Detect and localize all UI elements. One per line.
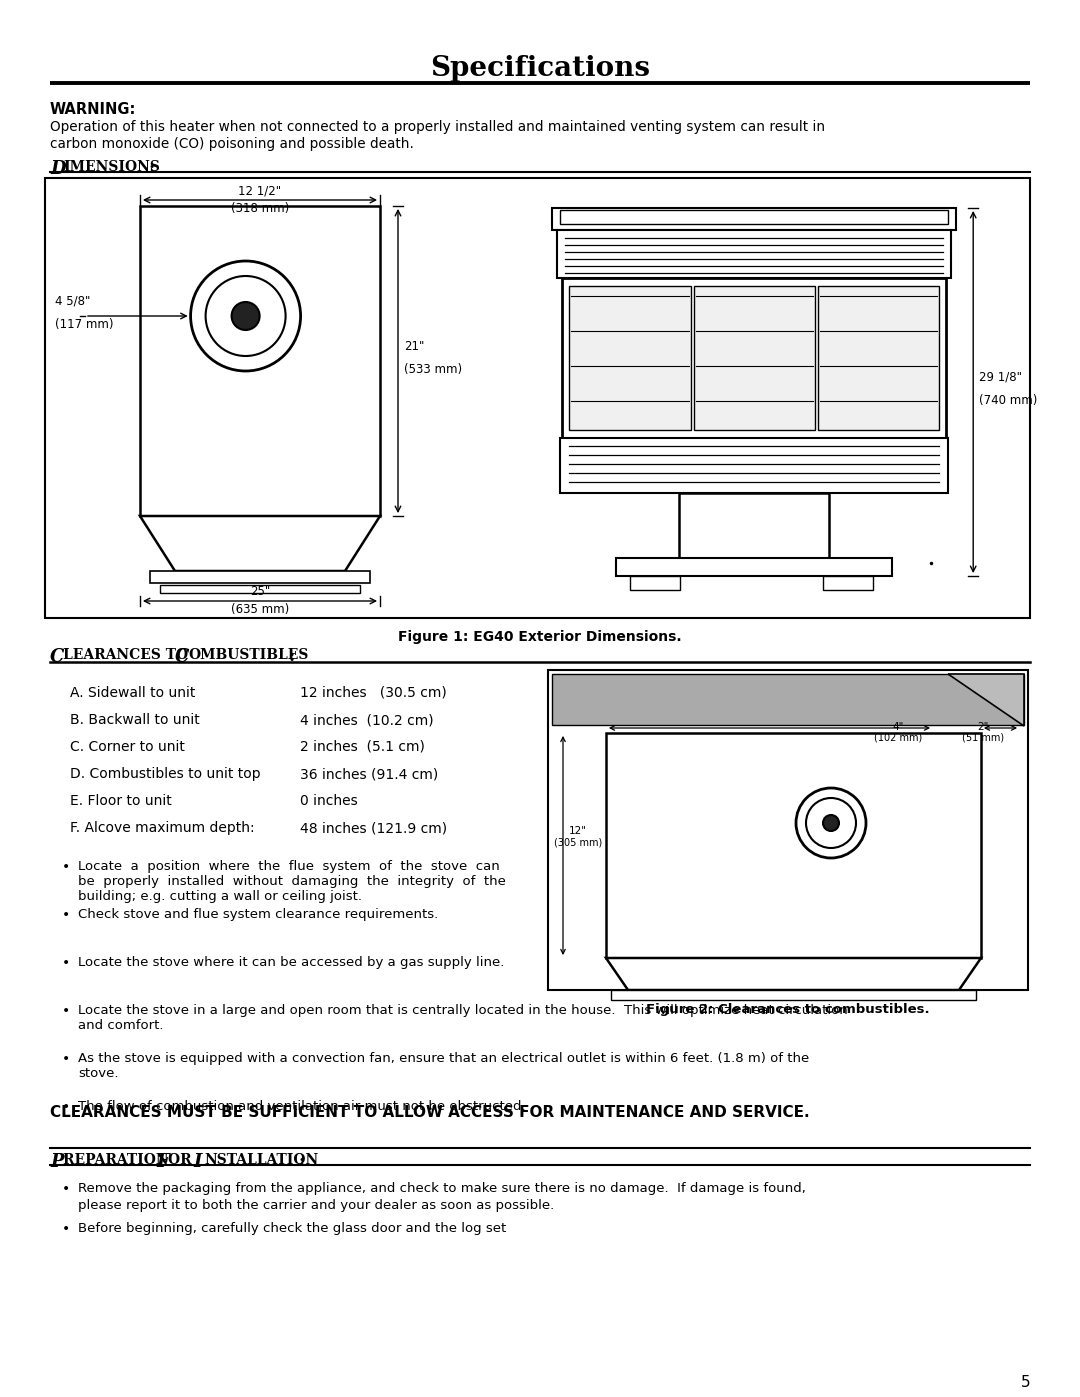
Bar bbox=[561, 439, 948, 493]
Bar bbox=[561, 210, 948, 224]
Text: 36 inches (91.4 cm): 36 inches (91.4 cm) bbox=[300, 767, 438, 781]
Text: F: F bbox=[156, 1153, 168, 1171]
Text: (635 mm): (635 mm) bbox=[231, 604, 289, 616]
Text: C: C bbox=[175, 648, 189, 666]
Bar bbox=[160, 585, 360, 592]
Polygon shape bbox=[948, 673, 1024, 726]
Text: (318 mm): (318 mm) bbox=[231, 203, 289, 215]
Text: WARNING:: WARNING: bbox=[50, 102, 136, 117]
Text: B. Backwall to unit: B. Backwall to unit bbox=[70, 712, 200, 726]
Text: (117 mm): (117 mm) bbox=[55, 319, 113, 331]
Text: (102 mm): (102 mm) bbox=[874, 733, 922, 743]
Text: 2": 2" bbox=[977, 722, 988, 732]
Circle shape bbox=[231, 302, 259, 330]
Bar bbox=[140, 205, 380, 515]
Text: (533 mm): (533 mm) bbox=[404, 363, 462, 376]
Text: •: • bbox=[62, 908, 70, 922]
Text: E. Floor to unit: E. Floor to unit bbox=[70, 793, 172, 807]
Text: 2 inches  (5.1 cm): 2 inches (5.1 cm) bbox=[300, 740, 424, 754]
Bar bbox=[693, 286, 815, 430]
Bar bbox=[617, 557, 892, 576]
Bar bbox=[563, 278, 946, 439]
Text: carbon monoxide (CO) poisoning and possible death.: carbon monoxide (CO) poisoning and possi… bbox=[50, 137, 414, 151]
Text: •: • bbox=[62, 1004, 70, 1018]
Text: Locate the stove where it can be accessed by a gas supply line.: Locate the stove where it can be accesse… bbox=[78, 956, 504, 970]
Text: (740 mm): (740 mm) bbox=[980, 394, 1038, 407]
Text: The flow of combustion and ventilation air must not be obstructed.: The flow of combustion and ventilation a… bbox=[78, 1099, 526, 1113]
Bar bbox=[548, 671, 1028, 990]
Text: 4": 4" bbox=[892, 722, 904, 732]
Text: Before beginning, carefully check the glass door and the log set: Before beginning, carefully check the gl… bbox=[78, 1222, 507, 1235]
Bar bbox=[557, 231, 951, 278]
Text: REPARATION: REPARATION bbox=[63, 1153, 174, 1166]
Text: NSTALLATION: NSTALLATION bbox=[204, 1153, 319, 1166]
Polygon shape bbox=[140, 515, 380, 571]
Bar bbox=[45, 177, 1030, 617]
Bar bbox=[552, 208, 956, 231]
Circle shape bbox=[796, 788, 866, 858]
Bar bbox=[679, 493, 829, 557]
Text: (51 mm): (51 mm) bbox=[962, 733, 1004, 743]
Text: As the stove is equipped with a convection fan, ensure that an electrical outlet: As the stove is equipped with a convecti… bbox=[78, 1052, 809, 1080]
Text: Figure 1: EG40 Exterior Dimensions.: Figure 1: EG40 Exterior Dimensions. bbox=[399, 630, 681, 644]
Text: 21": 21" bbox=[404, 339, 424, 353]
Text: :: : bbox=[288, 648, 294, 665]
Circle shape bbox=[806, 798, 856, 848]
Bar bbox=[552, 673, 1024, 725]
Text: OR: OR bbox=[168, 1153, 197, 1166]
Text: Operation of this heater when not connected to a properly installed and maintain: Operation of this heater when not connec… bbox=[50, 120, 825, 134]
Text: 12 inches   (30.5 cm): 12 inches (30.5 cm) bbox=[300, 686, 447, 700]
Circle shape bbox=[205, 277, 285, 356]
Text: 12": 12" bbox=[569, 827, 588, 837]
Text: Check stove and flue system clearance requirements.: Check stove and flue system clearance re… bbox=[78, 908, 438, 921]
Bar bbox=[611, 990, 976, 1000]
Text: :: : bbox=[148, 161, 154, 177]
Bar bbox=[823, 576, 873, 590]
Text: C. Corner to unit: C. Corner to unit bbox=[70, 740, 185, 754]
Text: C: C bbox=[50, 648, 65, 666]
Text: •: • bbox=[62, 1182, 70, 1196]
Circle shape bbox=[823, 814, 839, 831]
Bar bbox=[569, 286, 690, 430]
Text: D. Combustibles to unit top: D. Combustibles to unit top bbox=[70, 767, 260, 781]
Bar bbox=[150, 571, 370, 583]
Text: 5: 5 bbox=[1021, 1375, 1030, 1390]
Text: LEARANCES TO: LEARANCES TO bbox=[63, 648, 193, 662]
Polygon shape bbox=[606, 958, 981, 990]
Text: Locate  a  position  where  the  flue  system  of  the  stove  can
be  properly : Locate a position where the flue system … bbox=[78, 861, 505, 902]
Bar bbox=[630, 576, 679, 590]
Bar bbox=[606, 733, 981, 958]
Text: CLEARANCES MUST BE SUFFICIENT TO ALLOW ACCESS FOR MAINTENANCE AND SERVICE.: CLEARANCES MUST BE SUFFICIENT TO ALLOW A… bbox=[50, 1105, 810, 1120]
Text: 12 1/2": 12 1/2" bbox=[239, 184, 282, 197]
Text: D: D bbox=[50, 161, 66, 177]
Text: :: : bbox=[298, 1153, 305, 1171]
Text: (305 mm): (305 mm) bbox=[554, 837, 603, 848]
Text: Specifications: Specifications bbox=[430, 54, 650, 81]
Text: IMENSIONS: IMENSIONS bbox=[63, 161, 160, 175]
Text: 25": 25" bbox=[249, 585, 270, 598]
Text: I: I bbox=[193, 1153, 201, 1171]
Circle shape bbox=[190, 261, 300, 372]
Text: P: P bbox=[50, 1153, 64, 1171]
Text: F. Alcove maximum depth:: F. Alcove maximum depth: bbox=[70, 821, 255, 835]
Text: 29 1/8": 29 1/8" bbox=[980, 372, 1022, 384]
Bar bbox=[818, 286, 940, 430]
Text: 48 inches (121.9 cm): 48 inches (121.9 cm) bbox=[300, 821, 447, 835]
Text: •: • bbox=[62, 861, 70, 875]
Text: •: • bbox=[62, 1052, 70, 1066]
Text: 0 inches: 0 inches bbox=[300, 793, 357, 807]
Text: Figure 2: Clearances to combustibles.: Figure 2: Clearances to combustibles. bbox=[646, 1003, 930, 1016]
Text: Locate the stove in a large and open room that is centrally located in the house: Locate the stove in a large and open roo… bbox=[78, 1004, 848, 1032]
Text: A. Sidewall to unit: A. Sidewall to unit bbox=[70, 686, 195, 700]
Text: Remove the packaging from the appliance, and check to make sure there is no dama: Remove the packaging from the appliance,… bbox=[78, 1182, 806, 1194]
Text: 4 5/8": 4 5/8" bbox=[55, 295, 91, 307]
Text: please report it to both the carrier and your dealer as soon as possible.: please report it to both the carrier and… bbox=[78, 1199, 554, 1213]
Text: OMBUSTIBLES: OMBUSTIBLES bbox=[188, 648, 309, 662]
Text: •: • bbox=[62, 1099, 70, 1113]
Text: •: • bbox=[62, 1222, 70, 1236]
Text: •: • bbox=[62, 956, 70, 970]
Text: 4 inches  (10.2 cm): 4 inches (10.2 cm) bbox=[300, 712, 434, 726]
